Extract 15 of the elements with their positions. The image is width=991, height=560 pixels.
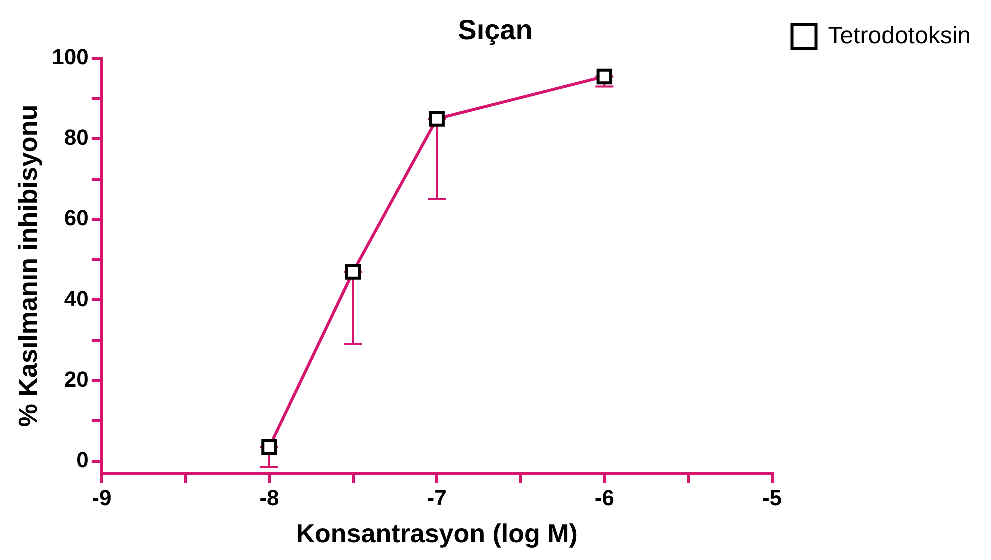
x-tick-label: -8 [260, 486, 280, 511]
x-axis-title: Konsantrasyon (log M) [296, 518, 578, 549]
y-tick-label: 100 [52, 44, 89, 70]
y-tick-label: 20 [64, 366, 89, 392]
x-tick-label: -9 [92, 486, 112, 511]
x-tick-label: -7 [427, 486, 447, 511]
y-tick-label: 40 [64, 286, 89, 312]
legend-label: Tetrodotoksin [828, 22, 972, 50]
y-axis-title: % Kasılmanın inhibisyonu [12, 104, 43, 428]
x-tick-label: -5 [762, 486, 782, 511]
x-tick-label: -6 [594, 486, 614, 511]
chart-title: Sıçan [458, 14, 533, 46]
y-tick-label: 0 [76, 447, 89, 472]
y-tick-label: 60 [64, 206, 89, 231]
y-tick-label: 80 [64, 125, 89, 150]
